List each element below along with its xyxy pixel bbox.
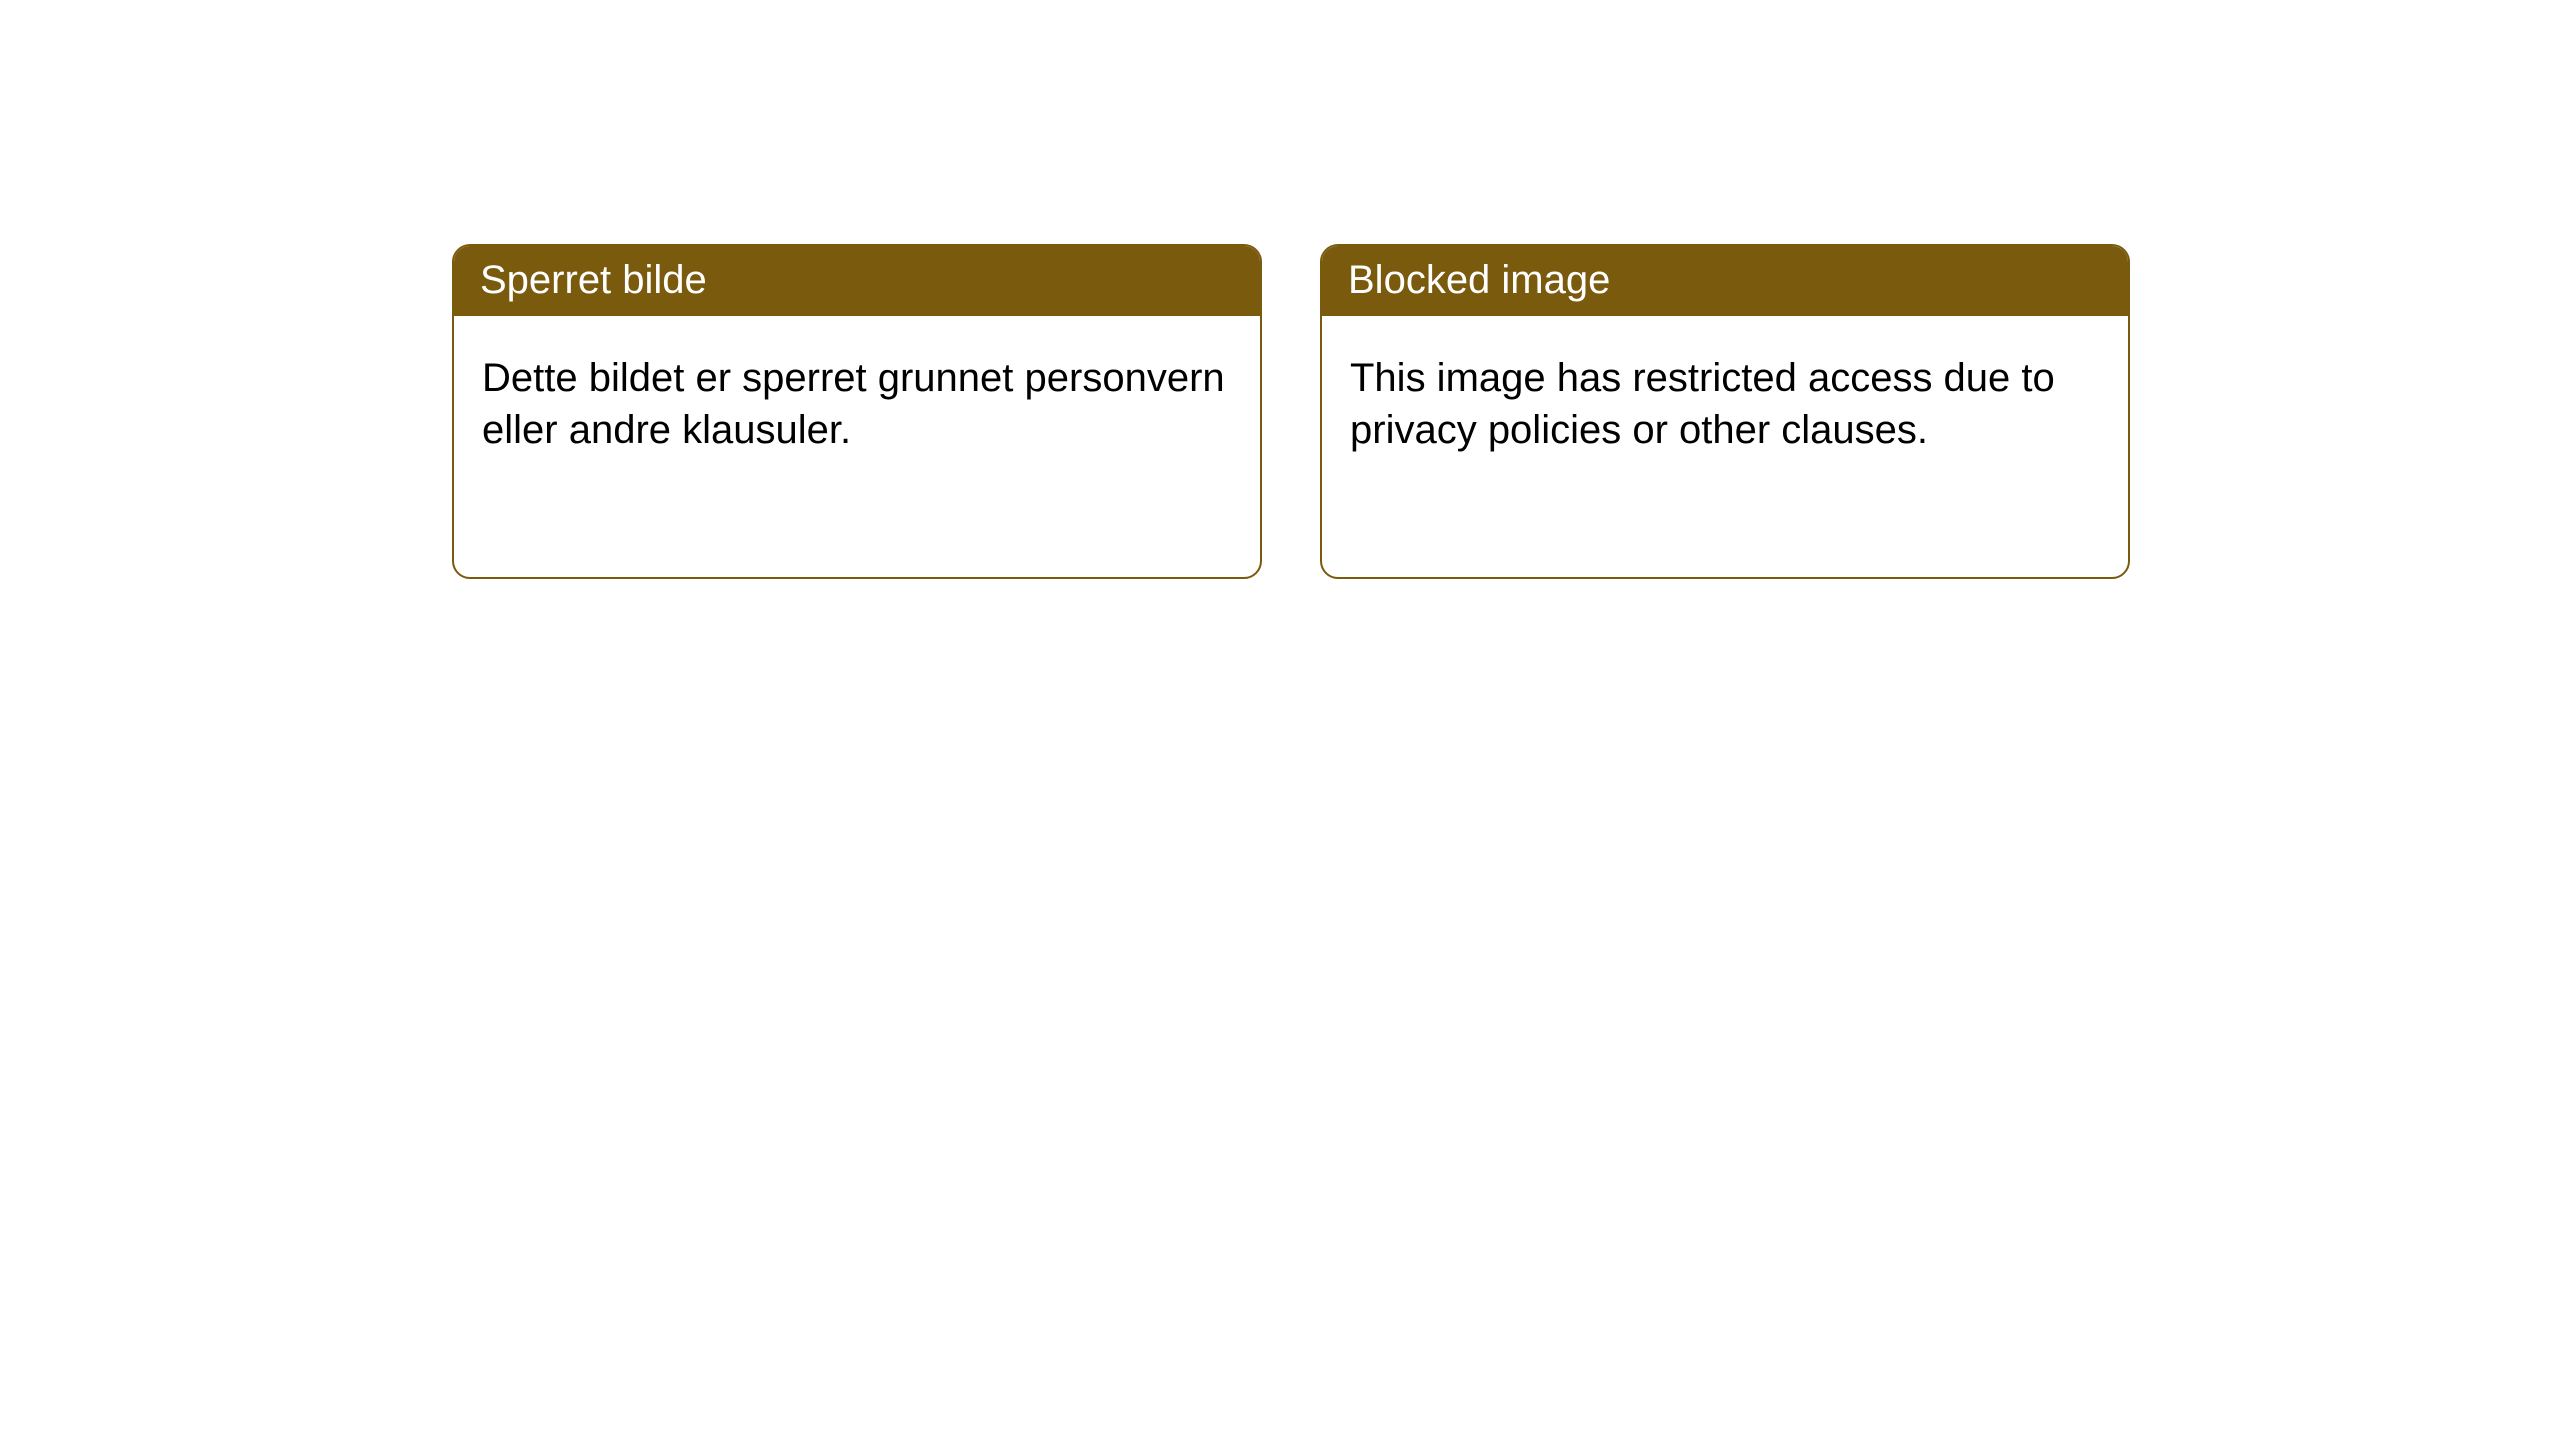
notice-body-norwegian: Dette bildet er sperret grunnet personve…: [454, 316, 1260, 492]
notice-title-norwegian: Sperret bilde: [454, 246, 1260, 316]
notice-card-english: Blocked image This image has restricted …: [1320, 244, 2130, 579]
notice-card-norwegian: Sperret bilde Dette bildet er sperret gr…: [452, 244, 1262, 579]
notice-container: Sperret bilde Dette bildet er sperret gr…: [0, 0, 2560, 579]
notice-body-english: This image has restricted access due to …: [1322, 316, 2128, 492]
notice-title-english: Blocked image: [1322, 246, 2128, 316]
